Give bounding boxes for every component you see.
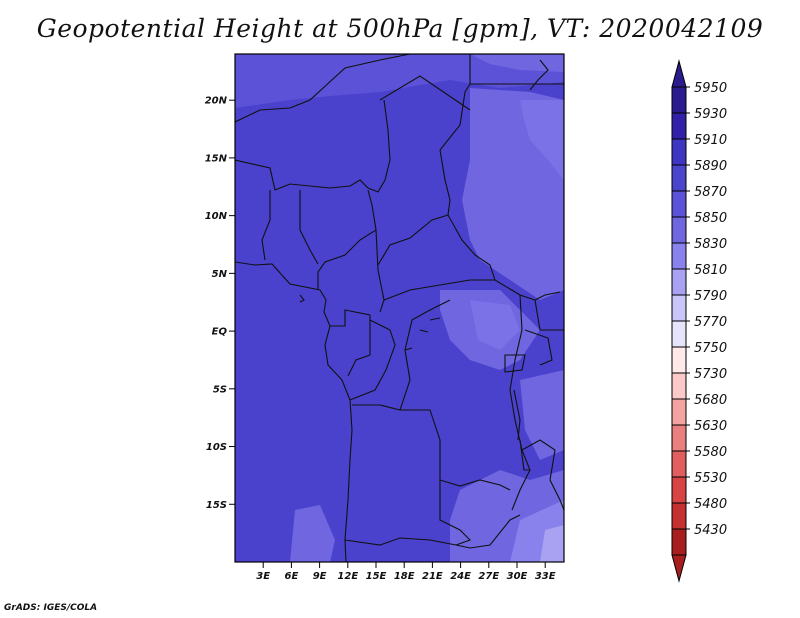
colorbar-swatch <box>671 242 687 270</box>
lon-tick-label: 9E <box>313 571 327 582</box>
colorbar-swatch <box>671 528 687 556</box>
colorbar-swatch <box>671 164 687 192</box>
colorbar-bottom-arrow <box>671 554 687 583</box>
colorbar-label: 5910 <box>694 133 727 148</box>
map-frame <box>234 53 565 563</box>
colorbar: 5950 5930 5910 5890 5870 5850 5830 5810 5790 5770… <box>671 59 727 583</box>
colorbar-label: 5870 <box>694 185 727 200</box>
footer-credit: GrADS: IGES/COLA <box>4 603 98 613</box>
colorbar-label: 5580 <box>694 445 727 460</box>
lon-tick-label: 21E <box>422 571 443 582</box>
colorbar-label: 5790 <box>694 289 727 304</box>
lat-tick-label: 10S <box>206 442 227 453</box>
lon-tick-label: 18E <box>394 571 415 582</box>
longitude-axis: 3E 6E 9E 12E 15E 18E 21E 24E 27E 30E 33E <box>256 562 556 582</box>
lat-tick-label: 15N <box>205 153 228 164</box>
colorbar-label: 5830 <box>694 237 727 252</box>
colorbar-swatch <box>671 190 687 218</box>
lon-tick-label: 27E <box>478 571 499 582</box>
map-title: Geopotential Height at 500hPa [gpm], VT:… <box>36 14 764 43</box>
lon-tick-label: 12E <box>337 571 358 582</box>
colorbar-swatch <box>671 424 687 452</box>
lon-tick-label: 30E <box>507 571 528 582</box>
colorbar-label: 5810 <box>694 263 727 278</box>
colorbar-swatch <box>671 320 687 348</box>
colorbar-swatch <box>671 346 687 374</box>
colorbar-label: 5480 <box>694 497 727 512</box>
lon-tick-label: 6E <box>285 571 299 582</box>
latitude-axis: 20N 15N 10N 5N EQ 5S 10S 15S <box>205 96 235 511</box>
lat-tick-label: 15S <box>206 500 227 511</box>
colorbar-swatch <box>671 216 687 244</box>
colorbar-label: 5530 <box>694 471 727 486</box>
colorbar-label: 5930 <box>694 107 727 122</box>
colorbar-swatch <box>671 398 687 426</box>
colorbar-swatch <box>671 112 687 140</box>
colorbar-label: 5430 <box>694 523 727 538</box>
lon-tick-label: 33E <box>535 571 556 582</box>
colorbar-label: 5630 <box>694 419 727 434</box>
lon-tick-label: 24E <box>450 571 471 582</box>
lat-tick-label: 20N <box>205 96 228 107</box>
lon-tick-label: 15E <box>366 571 387 582</box>
colorbar-swatch <box>671 476 687 504</box>
colorbar-swatch <box>671 502 687 530</box>
lat-tick-label: 10N <box>205 211 228 222</box>
colorbar-label: 5770 <box>694 315 727 330</box>
colorbar-swatch <box>671 268 687 296</box>
height-field <box>235 54 564 562</box>
colorbar-label: 5730 <box>694 367 727 382</box>
colorbar-top-arrow <box>671 59 687 88</box>
lat-tick-label: 5N <box>212 269 228 280</box>
colorbar-label: 5750 <box>694 341 727 356</box>
colorbar-swatch <box>671 138 687 166</box>
colorbar-label: 5850 <box>694 211 727 226</box>
colorbar-label: 5950 <box>694 81 727 96</box>
lat-tick-label: EQ <box>212 327 228 338</box>
colorbar-label: 5890 <box>694 159 727 174</box>
lon-tick-label: 3E <box>256 571 270 582</box>
colorbar-swatch <box>671 450 687 478</box>
lat-tick-label: 5S <box>213 384 227 395</box>
colorbar-swatch <box>671 294 687 322</box>
colorbar-swatch <box>671 372 687 400</box>
country-borders <box>235 54 564 562</box>
colorbar-label: 5680 <box>694 393 727 408</box>
colorbar-swatch <box>671 86 687 114</box>
